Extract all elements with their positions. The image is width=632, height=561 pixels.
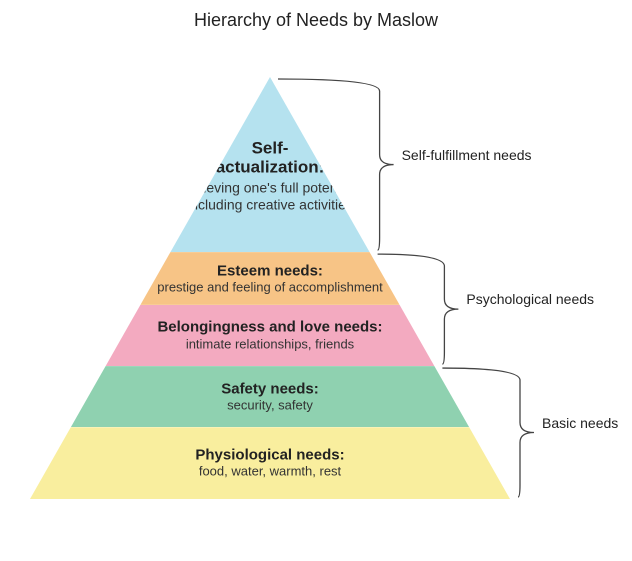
group-label: Basic needs — [542, 415, 628, 433]
diagram-title: Hierarchy of Needs by Maslow — [0, 0, 632, 39]
diagram-stage: Self-actualization:achieving one's full … — [0, 39, 632, 523]
group-brace — [0, 39, 632, 561]
